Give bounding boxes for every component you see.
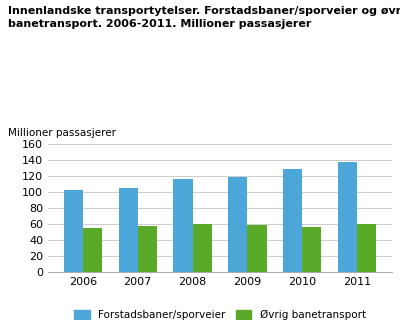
Bar [118,188,138,272]
Bar [357,224,376,272]
Bar [83,228,102,272]
Bar [302,227,322,272]
Bar [338,162,357,272]
Bar [228,177,248,272]
Text: Millioner passasjerer: Millioner passasjerer [8,128,116,138]
Bar [192,224,212,272]
Bar [64,189,83,272]
Legend: Forstadsbaner/sporveier, Øvrig banetransport: Forstadsbaner/sporveier, Øvrig banetrans… [70,305,370,320]
Bar [248,225,267,272]
Bar [173,179,192,272]
Text: Innenlandske transportytelser. Forstadsbaner/sporveier og øvrig
banetransport. 2: Innenlandske transportytelser. Forstadsb… [8,6,400,29]
Bar [138,226,157,272]
Bar [283,169,302,272]
